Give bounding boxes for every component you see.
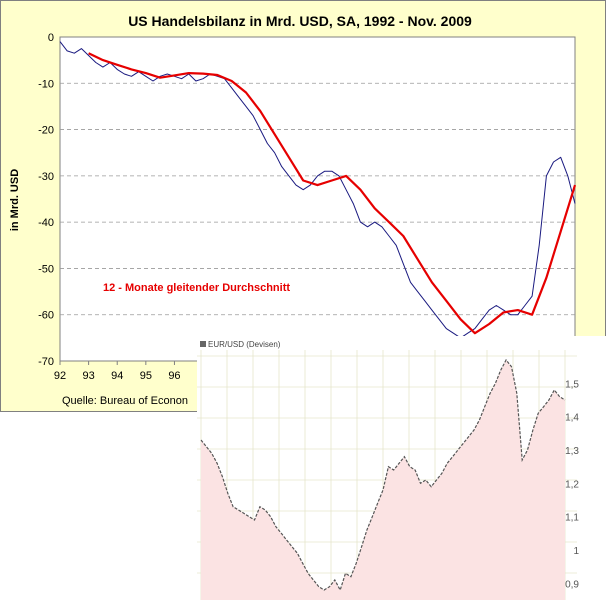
x-tick-label: 94 bbox=[111, 370, 123, 382]
y-tick-label: -70 bbox=[38, 356, 54, 368]
y-tick-label: 0 bbox=[48, 32, 54, 44]
moving-average-annotation: 12 - Monate gleitender Durchschnitt bbox=[103, 282, 290, 294]
inset-y-tick-label: 1,5 bbox=[565, 379, 579, 390]
inset-legend: EUR/USD (Devisen) bbox=[208, 340, 281, 349]
y-gridlines bbox=[60, 82, 575, 316]
moving-average-line bbox=[88, 52, 577, 335]
inset-series-group bbox=[200, 358, 566, 600]
inset-y-tick-labels: 1,5 1,4 1,3 1,2 1,1 1 0,9 bbox=[565, 379, 579, 590]
monthly-series-line bbox=[59, 41, 576, 339]
x-tick-label: 95 bbox=[140, 370, 152, 382]
y-tick-label: -20 bbox=[38, 125, 54, 137]
y-tick-label: -60 bbox=[38, 310, 54, 322]
y-axis-label: in Mrd. USD bbox=[9, 169, 21, 231]
y-tick-label: -40 bbox=[38, 217, 54, 229]
inset-y-tick-label: 1,4 bbox=[565, 413, 579, 424]
series-group bbox=[59, 41, 577, 339]
source-note: Quelle: Bureau of Econon bbox=[62, 395, 188, 407]
eurusd-area bbox=[201, 360, 565, 600]
chart-title: US Handelsbilanz in Mrd. USD, SA, 1992 -… bbox=[128, 13, 472, 29]
y-tick-label: -10 bbox=[38, 78, 54, 90]
inset-y-tick-label: 1,1 bbox=[565, 513, 579, 524]
x-tick-label: 92 bbox=[54, 370, 66, 382]
y-tick-label: -50 bbox=[38, 263, 54, 275]
eurusd-chart: EUR/USD (Devisen) 1,5 1,4 1,3 1,2 1,1 1 0,9 bbox=[197, 336, 613, 600]
inset-y-tick-label: 1,3 bbox=[565, 446, 579, 457]
x-tick-label: 96 bbox=[168, 370, 180, 382]
x-tick-label: 93 bbox=[82, 370, 94, 382]
eurusd-inset: EUR/USD (Devisen) 1,5 1,4 1,3 1,2 1,1 1 0,9 bbox=[197, 336, 613, 600]
inset-y-tick-label: 1,2 bbox=[565, 479, 579, 490]
y-tick-labels: 0 -10 -20 -30 -40 -50 -60 -70 bbox=[38, 32, 54, 368]
trade-balance-chart: US Handelsbilanz in Mrd. USD, SA, 1992 -… bbox=[0, 0, 606, 412]
inset-y-tick-label: 1 bbox=[573, 546, 579, 557]
y-tick-label: -30 bbox=[38, 171, 54, 183]
inset-y-tick-label: 0,9 bbox=[565, 579, 579, 590]
plot-area bbox=[59, 36, 576, 362]
legend-swatch bbox=[200, 341, 206, 347]
